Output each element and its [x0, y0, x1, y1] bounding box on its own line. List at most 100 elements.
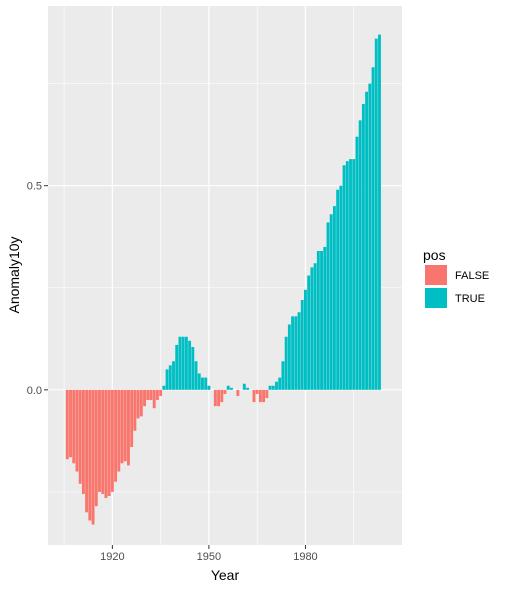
bar — [172, 361, 175, 390]
bar — [316, 251, 320, 390]
bar — [358, 120, 362, 390]
y-tick-label: 0.5 — [27, 181, 42, 193]
bar — [98, 389, 101, 492]
legend-key-true — [425, 288, 447, 308]
bar — [345, 161, 349, 390]
bar — [162, 385, 166, 390]
bar — [194, 361, 198, 390]
bar — [81, 389, 85, 494]
plot-panel — [48, 6, 402, 545]
bar — [207, 385, 211, 390]
y-axis-title: Anomaly10y — [6, 236, 22, 313]
bar — [117, 389, 121, 472]
x-axis: 1920 1950 1980 — [100, 545, 318, 563]
bar — [326, 222, 330, 390]
bar — [213, 389, 217, 407]
bar — [139, 389, 143, 417]
bar — [342, 165, 346, 390]
bar — [278, 377, 282, 390]
bar — [107, 389, 111, 496]
bar — [217, 389, 221, 407]
bar — [365, 91, 369, 390]
bar — [91, 389, 95, 525]
x-tick-label: 1980 — [293, 551, 317, 563]
bar — [197, 373, 201, 390]
bar — [184, 336, 188, 390]
bar — [120, 389, 124, 464]
bar — [146, 389, 150, 401]
bar — [201, 377, 204, 390]
bar — [101, 389, 105, 494]
bar — [178, 336, 182, 390]
bar — [246, 387, 249, 390]
bar — [297, 312, 301, 390]
bar — [323, 246, 327, 390]
bar — [307, 275, 311, 390]
bar — [220, 389, 224, 403]
bar — [149, 389, 153, 401]
legend: pos FALSE TRUE — [423, 247, 489, 308]
bar — [191, 346, 195, 390]
bar — [104, 389, 108, 499]
bar — [313, 263, 317, 390]
bar — [275, 381, 278, 390]
y-tick-label: 0.0 — [27, 385, 42, 397]
bar — [361, 104, 365, 390]
x-axis-title: Year — [211, 567, 240, 583]
bar — [304, 289, 307, 390]
bar — [352, 159, 356, 390]
bar — [130, 389, 134, 447]
bar — [339, 185, 343, 390]
bar — [262, 389, 266, 403]
bar — [294, 316, 298, 390]
bar — [255, 389, 259, 394]
x-tick-label: 1920 — [100, 551, 124, 563]
bar — [181, 336, 185, 390]
bar — [69, 389, 72, 458]
bar — [110, 389, 114, 492]
bar — [175, 344, 179, 390]
bar — [226, 385, 230, 390]
bar — [281, 361, 285, 390]
bar — [165, 369, 169, 390]
bar — [152, 389, 156, 409]
bar — [75, 389, 79, 472]
bar — [349, 159, 352, 390]
bar — [143, 389, 146, 407]
bar — [223, 389, 227, 394]
bar — [127, 389, 130, 466]
bar — [355, 136, 359, 390]
bar — [310, 267, 314, 390]
legend-title: pos — [423, 247, 446, 263]
bar — [159, 389, 163, 396]
bar — [287, 324, 291, 390]
bar — [371, 67, 375, 390]
bar — [332, 206, 336, 390]
bar — [229, 387, 233, 390]
bar — [252, 389, 256, 403]
bar — [320, 251, 323, 390]
legend-label-false: FALSE — [455, 270, 489, 282]
bar — [242, 383, 246, 390]
bar — [336, 189, 340, 390]
y-axis: 0.0 0.5 — [27, 181, 48, 397]
bar — [168, 365, 172, 390]
bar — [65, 389, 69, 460]
legend-key-false — [425, 265, 447, 285]
x-tick-label: 1950 — [197, 551, 221, 563]
bar — [188, 340, 192, 390]
bar — [72, 389, 76, 464]
bar — [368, 83, 372, 390]
bar — [258, 389, 262, 403]
bar — [123, 389, 127, 462]
bar — [271, 385, 275, 390]
bar — [265, 389, 269, 398]
bar — [284, 336, 288, 390]
bar — [374, 38, 378, 390]
bar — [300, 300, 304, 390]
bar — [236, 389, 240, 396]
bar — [291, 316, 295, 390]
bar — [78, 389, 82, 484]
bar — [204, 377, 208, 390]
